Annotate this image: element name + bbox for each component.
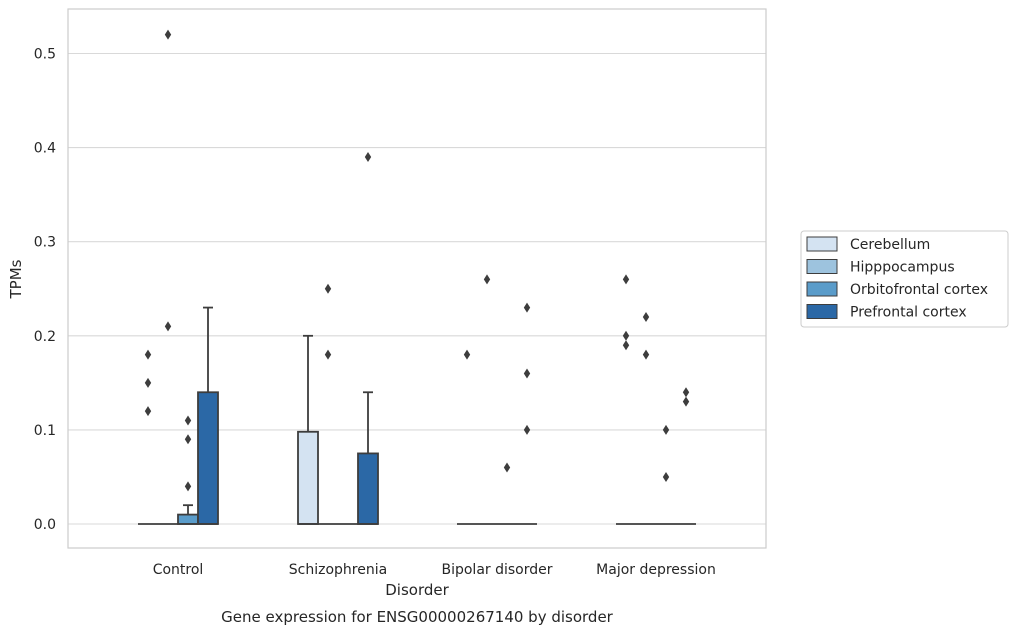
plot-boxes xyxy=(138,306,696,525)
box-prefrontal-cortex xyxy=(357,391,379,525)
outlier-point xyxy=(622,274,630,285)
y-tick-label: 0.1 xyxy=(34,423,56,439)
y-tick-label: 0.5 xyxy=(34,47,56,63)
legend: Cerebellum Hipppocampus Orbitofrontal cort… xyxy=(800,230,1009,328)
y-tick-label: 0.0 xyxy=(34,517,56,533)
legend-swatch xyxy=(806,281,838,297)
box-orbitofrontal-cortex xyxy=(177,504,199,525)
x-tick-label: Major depression xyxy=(596,562,716,578)
outlier-point xyxy=(164,321,172,332)
x-tick-label: Control xyxy=(153,562,204,578)
outlier-point xyxy=(682,387,690,398)
outlier-point xyxy=(463,349,471,360)
outlier-point xyxy=(144,349,152,360)
y-tick-labels: 0.0 0.1 0.2 0.3 0.4 0.5 xyxy=(34,47,56,534)
outlier-point xyxy=(164,29,172,40)
outlier-point xyxy=(622,330,630,341)
outlier-point xyxy=(184,415,192,426)
outlier-point xyxy=(184,434,192,445)
legend-label: Prefrontal cortex xyxy=(850,305,967,321)
outlier-point xyxy=(523,424,531,435)
legend-swatch xyxy=(806,259,838,274)
outlier-point xyxy=(483,274,491,285)
outlier-point xyxy=(184,481,192,492)
legend-swatch xyxy=(806,304,838,319)
y-axis-label: TPMs xyxy=(7,259,25,299)
box-body xyxy=(177,513,199,525)
legend-label: Cerebellum xyxy=(850,237,930,253)
outlier-point xyxy=(523,302,531,313)
plot-frame xyxy=(67,8,767,549)
outlier-points xyxy=(144,29,690,492)
outlier-point xyxy=(622,340,630,351)
y-tick-label: 0.4 xyxy=(34,141,56,157)
outlier-point xyxy=(144,406,152,417)
box-body xyxy=(197,391,219,525)
x-tick-label: Schizophrenia xyxy=(289,562,387,578)
y-tick-label: 0.2 xyxy=(34,329,56,345)
legend-label: Orbitofrontal cortex xyxy=(850,282,988,298)
legend-frame xyxy=(800,230,1009,328)
box-body xyxy=(357,452,379,525)
box-prefrontal-cortex xyxy=(197,306,219,525)
outlier-point xyxy=(642,349,650,360)
x-tick-labels: Control Schizophrenia Bipolar disorder Majo… xyxy=(153,562,716,578)
box-cerebellum xyxy=(297,334,319,525)
y-tick-label: 0.3 xyxy=(34,235,56,251)
gridlines xyxy=(68,52,766,525)
legend-label: Hipppocampus xyxy=(850,260,955,276)
legend-swatch xyxy=(806,236,838,252)
outlier-point xyxy=(364,152,372,163)
chart-title: Gene expression for ENSG00000267140 by d… xyxy=(221,608,614,626)
outlier-point xyxy=(662,424,670,435)
outlier-point xyxy=(682,396,690,407)
outlier-point xyxy=(642,311,650,322)
outlier-point xyxy=(662,471,670,482)
box-body xyxy=(297,430,319,525)
outlier-point xyxy=(324,349,332,360)
outlier-point xyxy=(523,368,531,379)
outlier-point xyxy=(144,377,152,388)
x-tick-label: Bipolar disorder xyxy=(441,562,552,578)
outlier-point xyxy=(503,462,511,473)
outlier-point xyxy=(324,283,332,294)
x-axis-label: Disorder xyxy=(385,581,449,599)
